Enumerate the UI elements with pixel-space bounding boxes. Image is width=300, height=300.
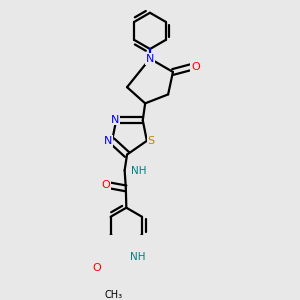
Text: N: N <box>146 54 154 64</box>
Text: N: N <box>103 136 112 146</box>
Text: O: O <box>191 62 200 72</box>
Text: O: O <box>101 181 110 190</box>
Text: NH: NH <box>130 252 146 262</box>
Text: S: S <box>148 136 155 146</box>
Text: CH₃: CH₃ <box>104 290 123 300</box>
Text: NH: NH <box>131 166 146 176</box>
Text: N: N <box>111 115 119 124</box>
Text: O: O <box>92 262 101 273</box>
